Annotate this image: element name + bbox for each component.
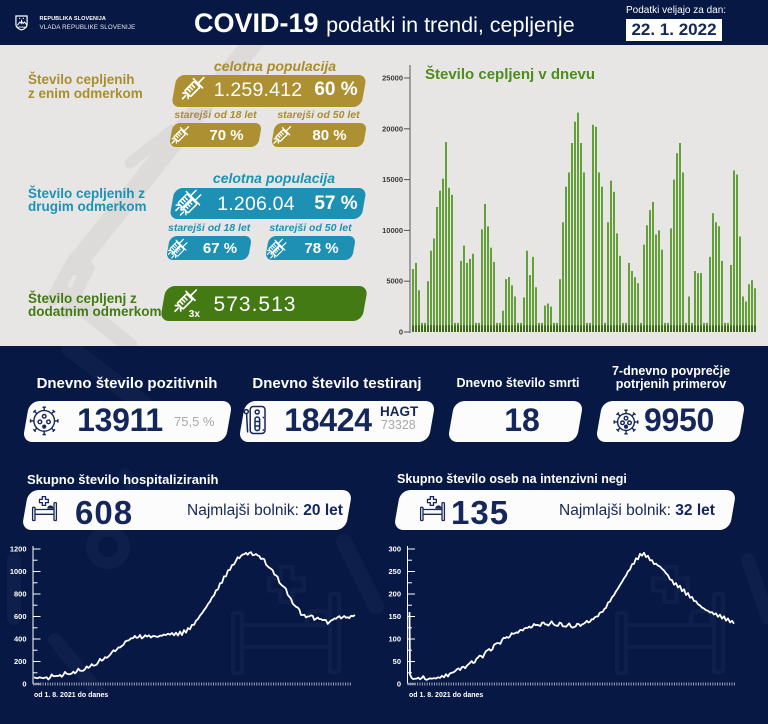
svg-text:5000: 5000 bbox=[386, 277, 403, 286]
svg-text:150: 150 bbox=[388, 612, 401, 621]
svg-text:3x: 3x bbox=[189, 309, 201, 320]
svg-text:250: 250 bbox=[388, 567, 401, 576]
svg-text:0: 0 bbox=[397, 680, 401, 689]
svg-text:20000: 20000 bbox=[382, 124, 403, 133]
svg-text:10000: 10000 bbox=[382, 226, 403, 235]
svg-text:400: 400 bbox=[14, 635, 27, 644]
svg-text:15000: 15000 bbox=[382, 175, 403, 184]
svg-text:25000: 25000 bbox=[382, 74, 403, 83]
svg-text:1200: 1200 bbox=[10, 545, 27, 554]
svg-text:50: 50 bbox=[393, 657, 401, 666]
svg-text:0: 0 bbox=[22, 680, 26, 689]
svg-text:600: 600 bbox=[14, 612, 27, 621]
svg-text:200: 200 bbox=[14, 657, 27, 666]
svg-text:1000: 1000 bbox=[10, 567, 27, 576]
svg-text:200: 200 bbox=[388, 590, 401, 599]
svg-text:od 1. 8. 2021 do danes: od 1. 8. 2021 do danes bbox=[409, 692, 483, 699]
svg-text:100: 100 bbox=[388, 635, 401, 644]
svg-text:0: 0 bbox=[399, 328, 403, 337]
svg-text:od 1. 8. 2021 do danes: od 1. 8. 2021 do danes bbox=[34, 692, 108, 699]
svg-text:300: 300 bbox=[388, 545, 401, 554]
svg-text:800: 800 bbox=[14, 590, 27, 599]
